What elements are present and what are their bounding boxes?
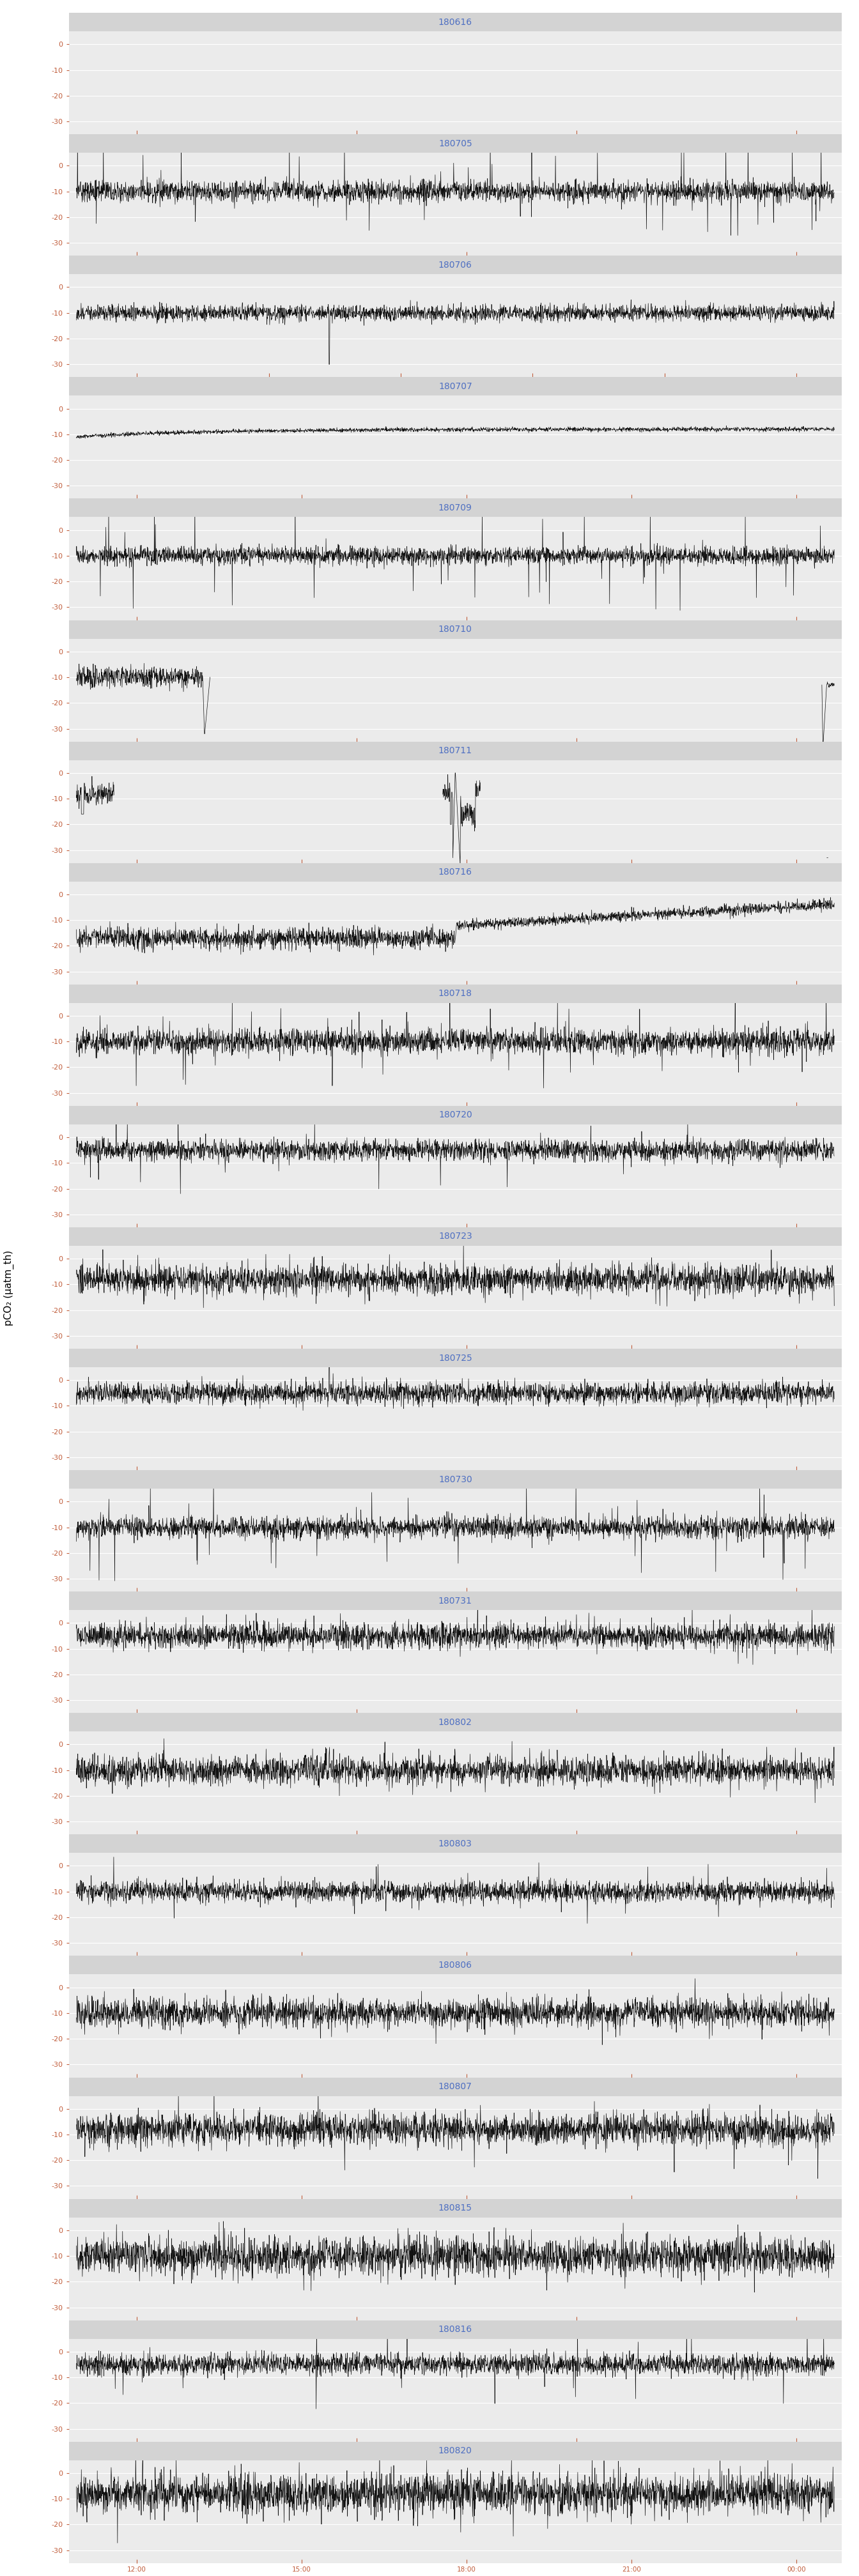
Text: 180820: 180820	[438, 2447, 472, 2455]
Text: 180723: 180723	[438, 1231, 472, 1242]
Text: 180720: 180720	[438, 1110, 472, 1121]
Text: 180616: 180616	[438, 18, 472, 26]
Text: 180707: 180707	[438, 381, 472, 392]
Text: 180815: 180815	[438, 2202, 472, 2213]
Text: 180706: 180706	[438, 260, 472, 270]
Text: 180731: 180731	[438, 1597, 472, 1605]
Text: 180806: 180806	[438, 1960, 472, 1971]
Text: 180730: 180730	[438, 1476, 472, 1484]
Text: 180807: 180807	[438, 2081, 472, 2092]
Text: 180802: 180802	[438, 1718, 472, 1726]
Text: 180718: 180718	[438, 989, 472, 997]
Text: 180705: 180705	[438, 139, 472, 147]
Text: 180803: 180803	[438, 1839, 472, 1847]
Text: 180710: 180710	[438, 626, 472, 634]
Text: 180716: 180716	[438, 868, 472, 876]
Text: 180816: 180816	[438, 2326, 472, 2334]
Text: 180725: 180725	[438, 1352, 472, 1363]
Text: 180711: 180711	[438, 747, 472, 755]
Text: 180709: 180709	[438, 502, 472, 513]
Text: pCO₂ (µatm_th): pCO₂ (µatm_th)	[3, 1249, 14, 1327]
